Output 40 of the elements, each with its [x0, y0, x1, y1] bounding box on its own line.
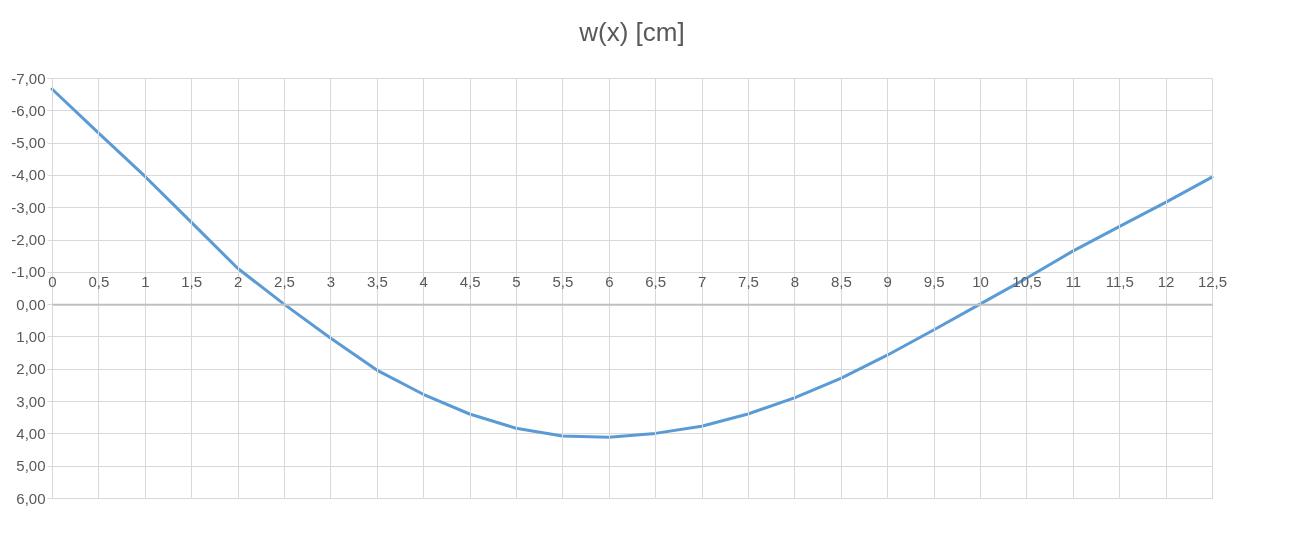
y-tick-label: -3,00	[11, 198, 46, 216]
y-tick-label: -1,00	[11, 263, 46, 281]
x-tick-label: 5,5	[552, 272, 574, 290]
x-tick-label: 7	[697, 272, 707, 290]
y-tick-label: 3,00	[16, 392, 46, 410]
chart-title: w(x) [cm]	[578, 17, 685, 47]
x-tick-label: 3	[326, 272, 336, 290]
y-tick-label: -6,00	[11, 101, 46, 119]
x-tick-label: 1,5	[181, 272, 203, 290]
y-tick-label: 0,00	[16, 295, 46, 313]
x-tick-label: 12,5	[1197, 272, 1228, 290]
x-tick-label: 1	[141, 272, 150, 290]
x-tick-label: 5	[512, 272, 521, 290]
y-tick-label: 1,00	[16, 327, 46, 345]
x-tick-label: 2	[233, 272, 243, 290]
x-tick-label: 4	[419, 272, 428, 290]
x-tick-label: 6,5	[645, 272, 667, 290]
x-tick-label: 0,5	[88, 272, 110, 290]
x-tick-label: 11	[1065, 272, 1082, 290]
y-tick-label: -2,00	[11, 231, 46, 249]
y-tick-label: -5,00	[11, 134, 46, 152]
x-tick-label: 6	[605, 272, 614, 290]
x-tick-label: 7,5	[738, 272, 759, 290]
y-tick-label: 5,00	[16, 457, 46, 475]
x-tick-label: 2,5	[274, 272, 295, 290]
x-tick-label: 8,5	[830, 272, 852, 290]
y-tick-label: 6,00	[16, 489, 46, 507]
y-tick-label: -4,00	[11, 166, 46, 184]
x-tick-label: 4,5	[459, 272, 481, 290]
y-tick-label: 2,00	[16, 360, 46, 378]
x-tick-label: 3,5	[366, 272, 388, 290]
y-tick-label: 4,00	[16, 424, 46, 442]
y-tick-label: -7,00	[11, 69, 46, 87]
x-tick-label: 10	[972, 272, 989, 290]
x-tick-label: 9,5	[923, 272, 945, 290]
x-tick-label: 0	[48, 272, 57, 290]
x-tick-label: 9	[883, 272, 892, 290]
x-tick-label: 8	[790, 272, 800, 290]
x-tick-label: 11,5	[1105, 272, 1134, 290]
x-tick-label: 12	[1157, 272, 1175, 290]
